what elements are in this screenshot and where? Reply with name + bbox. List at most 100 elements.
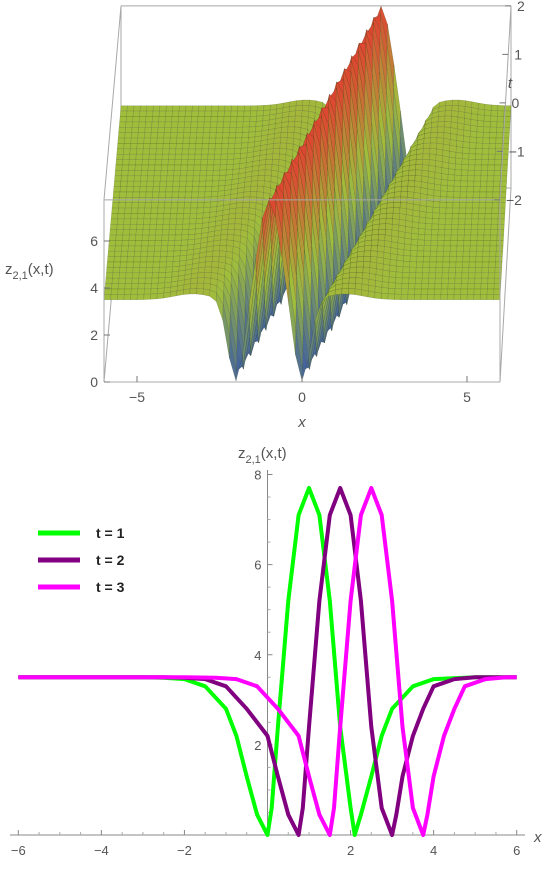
surface-patch (133, 256, 141, 263)
surface-patch (216, 121, 224, 128)
surface-patch (113, 186, 121, 193)
surface-patch (400, 191, 408, 198)
surface-patch (389, 265, 397, 273)
surface-patch (116, 224, 124, 230)
surface-patch (497, 105, 505, 112)
surface-patch (148, 153, 157, 160)
surface-patch (115, 164, 123, 171)
surface-patch (394, 282, 403, 290)
surface-patch (441, 173, 449, 181)
surface-patch (147, 240, 156, 247)
surface-patch (440, 179, 449, 187)
line-plot-series (18, 486, 517, 837)
surface-patch (124, 202, 133, 209)
surface-patch (223, 116, 231, 123)
surface-patch (469, 130, 478, 138)
surface-patch (497, 218, 505, 225)
y-tick-label: 8 (254, 468, 261, 483)
surface-patch (176, 207, 185, 214)
surface-patch (490, 218, 499, 225)
surface-patch (401, 283, 409, 290)
surface-patch (416, 256, 424, 263)
surface-patch (475, 153, 483, 160)
surface-patch (212, 169, 221, 176)
surface-patch (234, 218, 243, 225)
surface-patch (396, 254, 405, 262)
surface-patch (494, 267, 503, 273)
surface-patch (139, 186, 147, 193)
surface-patch (176, 213, 184, 220)
surface-patch (129, 229, 137, 236)
surface-patch (356, 266, 364, 273)
surface-patch (435, 267, 443, 273)
surface-patch (152, 267, 160, 273)
surface-patch (474, 278, 482, 284)
surface-patch (458, 213, 466, 220)
surface-patch (145, 272, 153, 279)
surface-patch (190, 121, 198, 128)
surface-patch (175, 223, 184, 230)
surface-patch (447, 168, 456, 176)
surface-patch (111, 278, 120, 284)
surface-patch (489, 126, 498, 133)
surface-patch (408, 169, 416, 176)
surface-patch (388, 270, 397, 278)
surface-patch (232, 163, 241, 170)
surface-patch (119, 116, 127, 123)
surface-patch (174, 234, 183, 241)
surface-patch (422, 148, 431, 155)
surface-patch (409, 266, 417, 273)
surface-patch (370, 245, 379, 252)
surface-patch (191, 110, 199, 117)
surface-patch (117, 137, 125, 144)
surface-patch (139, 267, 147, 273)
surface-patch (133, 250, 142, 257)
surface-patch (255, 120, 264, 127)
surface-patch (132, 116, 140, 123)
surface-patch (190, 277, 198, 284)
surface-patch (129, 224, 138, 230)
surface-patch (438, 223, 446, 230)
surface-patch (227, 229, 235, 236)
surface-patch (494, 159, 502, 166)
y-tick-label: 6 (254, 558, 261, 573)
surface-patch (394, 293, 402, 300)
surface-patch (475, 148, 483, 155)
surface-patch (264, 169, 272, 177)
surface-patch (474, 159, 483, 166)
surface-patch (348, 277, 357, 284)
surface-patch (218, 174, 227, 182)
surface-patch (495, 143, 503, 150)
surface-patch (116, 148, 124, 155)
surface-patch (169, 213, 178, 220)
surface-patch (415, 164, 423, 171)
surface-patch (213, 153, 222, 160)
surface-patch (175, 143, 184, 150)
surface-patch (150, 213, 158, 220)
surface-patch (466, 180, 475, 187)
surface-patch (273, 137, 281, 144)
legend-label-2: t = 2 (96, 552, 125, 568)
surface-patch (180, 239, 189, 246)
surface-patch (416, 250, 425, 257)
surface-patch (422, 158, 430, 166)
surface-patch (411, 221, 420, 229)
surface-patch (146, 261, 154, 268)
surface-patch (202, 137, 210, 144)
surface-patch (402, 272, 410, 279)
surface-patch (204, 191, 212, 198)
surface-patch (161, 153, 170, 160)
surface-patch (121, 170, 129, 177)
surface-patch (161, 240, 169, 247)
surface-patch (154, 159, 163, 166)
surface-patch (444, 110, 453, 117)
surface-patch (442, 250, 451, 257)
surface-patch (474, 272, 483, 279)
surface-patch (379, 212, 387, 220)
surface-patch (416, 261, 424, 268)
surface-patch (185, 180, 194, 187)
surface-patch (242, 121, 251, 128)
surface-patch (341, 288, 349, 295)
surface-patch (381, 287, 389, 295)
surface-patch (144, 202, 153, 209)
